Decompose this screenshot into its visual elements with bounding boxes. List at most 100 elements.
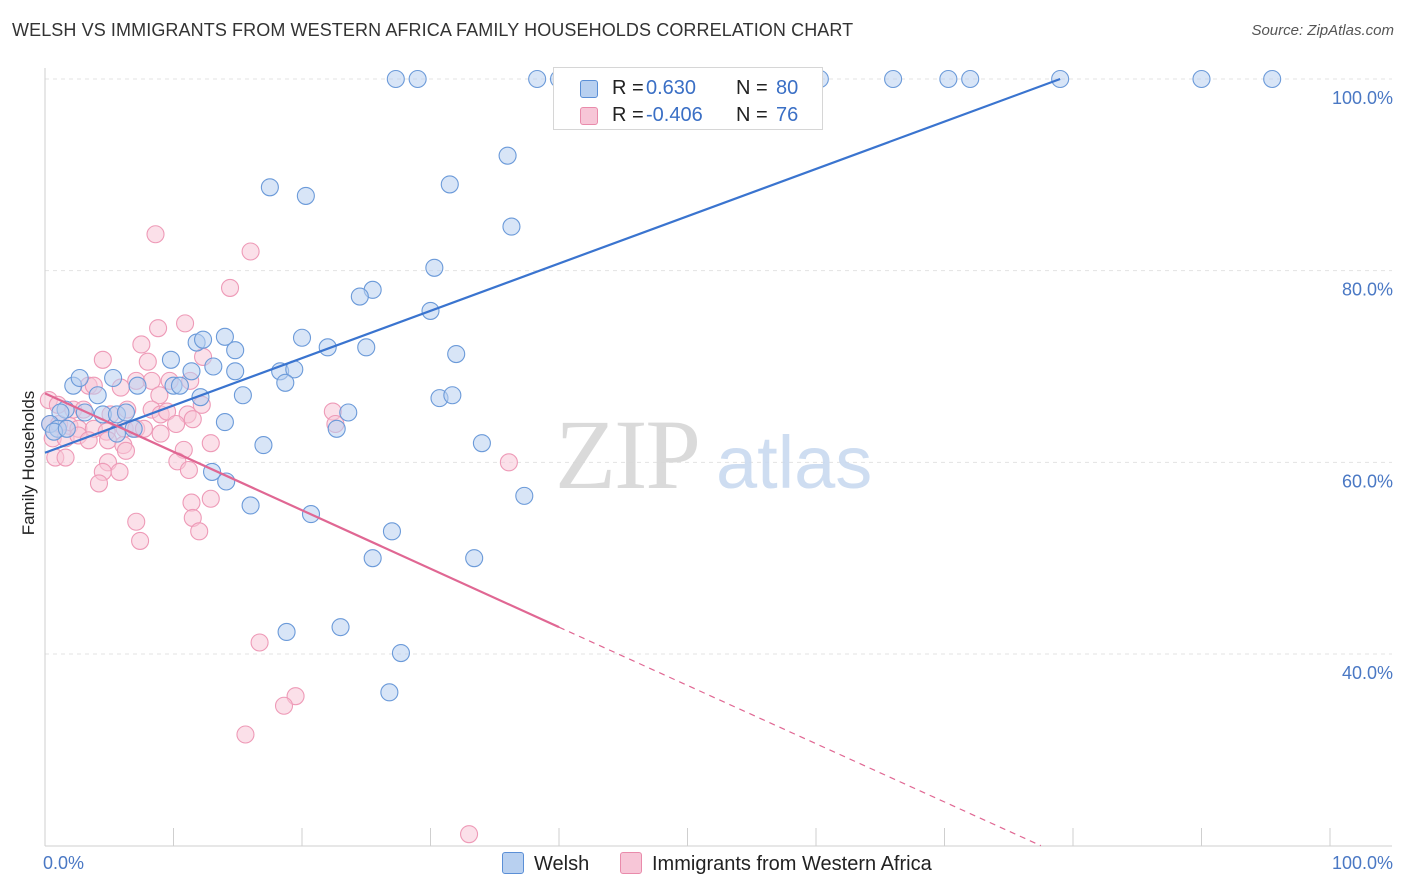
- point-welsh: [276, 373, 295, 392]
- point-welsh: [260, 178, 279, 197]
- point-immigrants: [131, 531, 150, 550]
- legend-n-value-welsh: 80: [776, 77, 799, 99]
- legend-n-label: N =: [736, 77, 768, 99]
- x-tick-label-max: 100.0%: [1332, 853, 1393, 873]
- y-tick-label: 100.0%: [1332, 88, 1393, 108]
- point-welsh: [515, 486, 534, 505]
- point-welsh: [1263, 69, 1282, 89]
- grid-lines: [45, 78, 1392, 655]
- point-immigrants: [89, 474, 109, 493]
- point-welsh: [296, 186, 315, 205]
- point-immigrants: [110, 462, 129, 481]
- point-welsh: [88, 386, 107, 405]
- point-welsh: [408, 69, 427, 89]
- point-immigrants: [201, 434, 220, 453]
- point-immigrants: [274, 696, 294, 715]
- point-immigrants: [149, 319, 168, 338]
- point-immigrants: [167, 414, 186, 434]
- legend-item-immigrants[interactable]: Immigrants from Western Africa: [620, 852, 932, 876]
- point-immigrants: [116, 441, 136, 460]
- point-welsh: [391, 643, 410, 663]
- legend-r-value-welsh: 0.630: [646, 77, 697, 99]
- legend-label-welsh: Welsh: [534, 853, 590, 875]
- point-welsh: [440, 175, 459, 194]
- point-welsh: [254, 436, 273, 455]
- point-welsh: [170, 376, 189, 395]
- point-welsh: [447, 344, 466, 364]
- point-welsh: [57, 419, 76, 438]
- trend-line-welsh: [44, 77, 1061, 454]
- point-welsh: [182, 362, 201, 381]
- point-welsh: [277, 622, 296, 642]
- legend-label-immigrants: Immigrants from Western Africa: [652, 853, 932, 875]
- point-welsh: [226, 362, 245, 381]
- point-immigrants: [56, 448, 75, 467]
- point-welsh: [498, 146, 517, 165]
- point-immigrants: [179, 460, 198, 480]
- point-welsh: [339, 403, 358, 422]
- legend-swatch-welsh: [502, 852, 524, 874]
- legend-r-label: R =: [612, 104, 644, 126]
- point-immigrants: [220, 278, 240, 297]
- point-welsh: [472, 434, 491, 453]
- point-welsh: [215, 327, 234, 346]
- trend-line-immigrants-extrapolated: [558, 626, 1042, 847]
- watermark: ZIP atlas: [555, 399, 872, 510]
- point-immigrants: [286, 687, 305, 706]
- point-immigrants: [499, 453, 518, 472]
- axes: [44, 68, 1392, 847]
- chart-title: WELSH VS IMMIGRANTS FROM WESTERN AFRICA …: [12, 20, 854, 40]
- point-welsh: [357, 338, 376, 357]
- point-welsh: [104, 368, 123, 388]
- trend-line-immigrants: [44, 392, 560, 629]
- point-immigrants: [138, 352, 157, 371]
- point-welsh: [1192, 69, 1211, 89]
- point-immigrants: [127, 512, 146, 531]
- legend-r-value-immigrants: -0.406: [646, 104, 703, 126]
- point-immigrants: [190, 522, 209, 541]
- y-tick-label: 40.0%: [1342, 663, 1393, 683]
- point-welsh: [327, 419, 346, 438]
- y-axis-label: Family Households: [19, 391, 38, 536]
- legend-swatch-immigrants: [580, 107, 598, 125]
- point-welsh: [528, 69, 547, 89]
- legend-r-label: R =: [612, 77, 644, 99]
- point-welsh: [443, 386, 462, 405]
- point-welsh: [226, 341, 245, 360]
- point-welsh: [292, 328, 312, 347]
- point-welsh: [939, 69, 958, 89]
- point-immigrants: [459, 825, 479, 844]
- point-immigrants: [93, 350, 112, 369]
- point-welsh: [204, 357, 223, 376]
- legend-n-label: N =: [736, 104, 768, 126]
- point-immigrants: [201, 489, 220, 508]
- point-welsh: [331, 618, 350, 637]
- point-welsh: [161, 350, 180, 369]
- point-immigrants: [241, 242, 260, 261]
- point-welsh: [363, 549, 382, 568]
- series-welsh-points: [41, 69, 1282, 702]
- point-welsh: [116, 403, 136, 422]
- y-tick-label: 60.0%: [1342, 471, 1393, 491]
- legend-swatch-immigrants: [620, 852, 642, 874]
- point-welsh: [241, 496, 260, 515]
- point-welsh: [382, 522, 402, 541]
- legend-n-value-immigrants: 76: [776, 104, 799, 126]
- point-welsh: [502, 217, 521, 236]
- x-tick-label-min: 0.0%: [43, 853, 84, 873]
- point-welsh: [318, 338, 337, 357]
- point-immigrants: [250, 633, 269, 652]
- x-tick-labels: 0.0% 100.0%: [43, 853, 1393, 873]
- point-immigrants: [183, 410, 202, 429]
- point-welsh: [215, 413, 234, 432]
- legend-item-welsh[interactable]: Welsh: [502, 852, 589, 876]
- point-welsh: [884, 69, 903, 89]
- point-welsh: [380, 683, 399, 702]
- point-welsh: [961, 69, 980, 89]
- point-welsh: [386, 69, 405, 89]
- y-tick-labels: 40.0% 60.0% 80.0% 100.0%: [1332, 88, 1393, 683]
- point-welsh: [194, 330, 213, 349]
- watermark-atlas: atlas: [716, 421, 872, 504]
- series-legend: Welsh Immigrants from Western Africa: [0, 852, 1406, 878]
- series-immigrants-points: [39, 225, 518, 844]
